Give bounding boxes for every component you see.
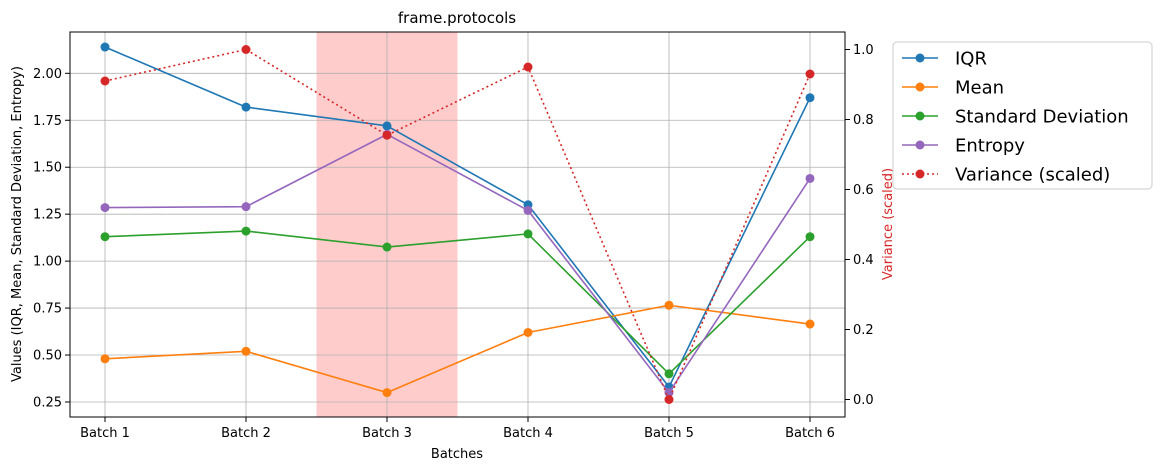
y-tick-label: 2.00 [33, 67, 62, 82]
plot-frame [69, 31, 846, 418]
y-tick-label: 1.00 [33, 255, 62, 270]
data-point-standard-deviation [241, 226, 251, 236]
x-tick-label: Batch 5 [644, 426, 694, 441]
y2-tick-label: 0.8 [853, 113, 874, 128]
series-line-variance-scaled [104, 48, 811, 401]
legend-marker-variance-scaled [915, 169, 925, 179]
data-point-entropy [664, 388, 674, 398]
data-point-standard-deviation [805, 232, 815, 242]
data-point-mean [664, 300, 674, 310]
x-axis-label: Batches [431, 447, 483, 462]
x-tick-label: Batch 6 [785, 426, 835, 441]
data-point-iqr [805, 93, 815, 103]
legend: IQR Mean Standard Deviation Entropy Variance… [892, 41, 1153, 190]
legend-label-variance-scaled: Variance (scaled) [955, 165, 1110, 186]
data-point-mean [382, 388, 392, 398]
legend-marker-mean [915, 82, 925, 92]
y2-tick-label: 0.0 [853, 393, 874, 408]
legend-marker-iqr [915, 53, 925, 63]
data-point-standard-deviation [664, 369, 674, 379]
x-tick-label: Batch 4 [503, 426, 553, 441]
y2-tick-label: 0.4 [853, 253, 874, 268]
x-tick-label: Batch 2 [221, 426, 271, 441]
y-tick-label: 0.25 [33, 395, 62, 410]
y-tick-label: 1.25 [33, 208, 62, 223]
series-line-entropy [104, 133, 811, 394]
legend-label-iqr: IQR [955, 49, 987, 70]
legend-marker-entropy [915, 140, 925, 150]
grid-layer [70, 32, 845, 417]
data-point-variance-scaled [664, 395, 674, 404]
data-point-entropy [523, 205, 533, 215]
data-point-variance-scaled [241, 45, 251, 54]
data-point-entropy [241, 202, 251, 212]
series-layer [100, 42, 815, 404]
data-point-standard-deviation [100, 232, 110, 242]
legend-marker-standard-deviation [915, 111, 925, 121]
legend-frame [892, 41, 1153, 190]
series-line-standard-deviation [104, 230, 811, 375]
axis-layer: Batch 1 Batch 2 Batch 3 Batch 4 Batch 5 Batch… [33, 43, 874, 441]
series-line-mean [104, 304, 811, 394]
legend-label-standard-deviation: Standard Deviation [955, 107, 1129, 128]
y-tick-label: 1.50 [33, 161, 62, 176]
legend-label-mean: Mean [955, 78, 1004, 99]
x-tick-label: Batch 1 [80, 426, 130, 441]
legend-label-entropy: Entropy [955, 136, 1025, 157]
series-line-iqr [104, 46, 811, 388]
data-point-mean [523, 327, 533, 337]
y-axis-label: Values (IQR, Mean, Standard Deviation, E… [10, 66, 25, 382]
data-point-entropy [805, 173, 815, 183]
x-tick-label: Batch 3 [362, 426, 412, 441]
data-point-entropy [100, 203, 110, 213]
data-point-mean [805, 319, 815, 329]
data-point-iqr [241, 102, 251, 112]
y2-tick-label: 0.6 [853, 183, 874, 198]
data-point-mean [100, 354, 110, 364]
y-tick-label: 0.75 [33, 302, 62, 317]
y2-tick-label: 0.2 [853, 323, 874, 338]
y2-axis-label: Variance (scaled) [881, 168, 896, 280]
chart-title: frame.protocols [398, 9, 516, 27]
y2-tick-label: 1.0 [853, 43, 874, 58]
data-point-mean [241, 346, 251, 356]
data-point-variance-scaled [382, 130, 392, 140]
data-point-iqr [100, 42, 110, 52]
y-tick-label: 1.75 [33, 114, 62, 129]
data-point-variance-scaled [805, 69, 815, 79]
data-point-standard-deviation [382, 242, 392, 252]
data-point-variance-scaled [523, 62, 533, 72]
y-tick-label: 0.50 [33, 349, 62, 364]
data-point-standard-deviation [523, 229, 533, 239]
data-point-iqr [382, 121, 392, 131]
data-point-variance-scaled [100, 76, 110, 86]
